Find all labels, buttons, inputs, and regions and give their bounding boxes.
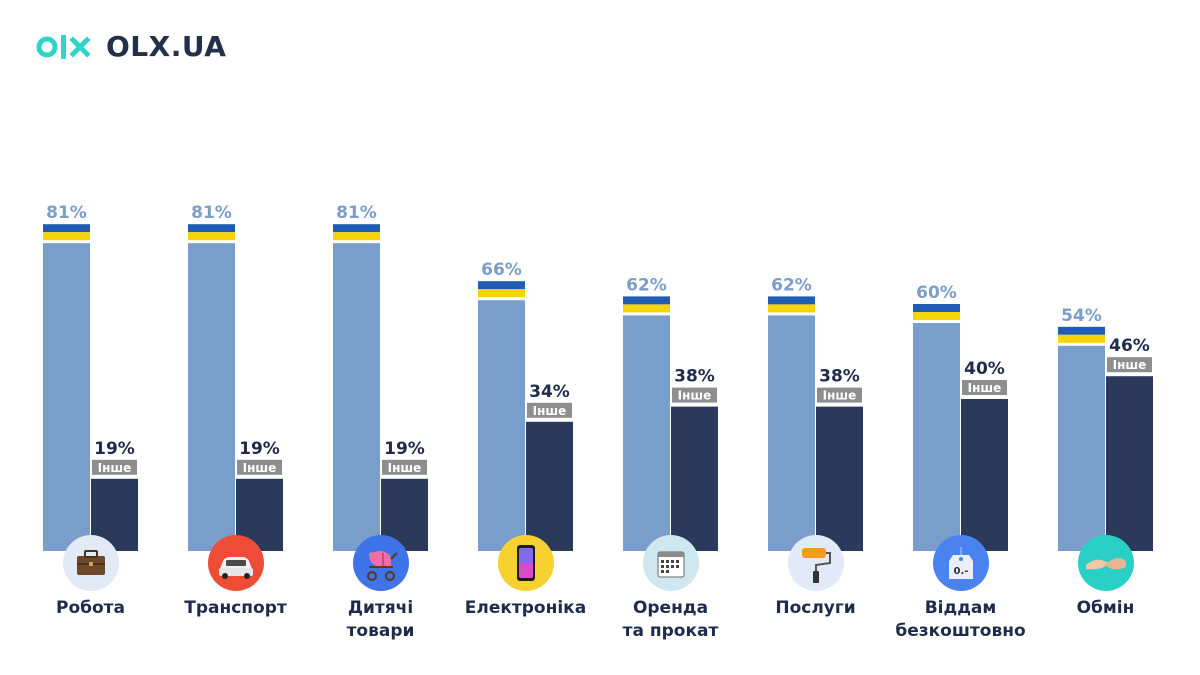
other-tag-label: Інше (243, 461, 277, 475)
category-label: Оренда та прокат (622, 598, 719, 641)
category-label: Транспорт (184, 598, 287, 618)
other-tag (237, 459, 282, 475)
flag-yellow-stripe (333, 232, 380, 241)
value-label-ukrainian: 66% (481, 260, 522, 280)
flag-yellow-stripe (43, 232, 90, 241)
flag-yellow-stripe (623, 304, 670, 313)
other-tag (1107, 357, 1152, 373)
flag-blue-stripe (768, 296, 815, 305)
other-tag-label: Інше (678, 389, 712, 403)
bar-ukrainian (913, 323, 960, 551)
flag-blue-stripe (478, 281, 525, 290)
value-label-other: 40% (964, 359, 1005, 379)
value-label-ukrainian: 81% (46, 203, 87, 223)
flag-blue-stripe (333, 224, 380, 233)
value-label-other: 19% (94, 439, 135, 459)
stroller-icon (352, 535, 409, 591)
briefcase-icon (62, 535, 119, 591)
flag-blue-stripe (43, 224, 90, 233)
paint-roller-icon (787, 535, 844, 591)
other-tag (92, 459, 137, 475)
value-label-ukrainian: 62% (626, 275, 667, 295)
category-label: Робота (55, 598, 125, 618)
value-label-other: 34% (529, 382, 570, 402)
other-tag-label: Інше (968, 381, 1002, 395)
category-label: Дитячі товари (346, 598, 415, 641)
other-tag-label: Інше (823, 389, 857, 403)
category-label: Віддам безкоштовно (895, 598, 1026, 641)
olx-logo-mark (36, 32, 94, 62)
svg-text:0.-: 0.- (953, 566, 968, 577)
flag-yellow-stripe (913, 312, 960, 320)
bar-other (671, 406, 718, 551)
other-tag-label: Інше (388, 461, 422, 475)
value-label-other: 19% (384, 439, 425, 459)
bar-other (526, 421, 573, 551)
flag-yellow-stripe (1058, 334, 1105, 343)
flag-blue-stripe (623, 296, 670, 305)
bar-ukrainian (623, 315, 670, 551)
flag-blue-stripe (188, 224, 235, 233)
category-label: Послуги (775, 598, 856, 618)
value-label-ukrainian: 60% (916, 283, 957, 303)
other-tag (527, 402, 572, 418)
olx-logo: OLX.UA (36, 30, 226, 63)
value-label-other: 19% (239, 439, 280, 459)
other-tag (672, 387, 717, 403)
other-tag (382, 459, 427, 475)
olx-logo-icon (36, 34, 91, 59)
bar-other (816, 406, 863, 551)
value-label-ukrainian: 81% (191, 203, 232, 223)
bar-ukrainian (1058, 345, 1105, 551)
value-label-ukrainian: 54% (1061, 306, 1102, 326)
value-label-other: 38% (819, 367, 860, 387)
other-tag-label: Інше (533, 404, 567, 418)
car-icon (207, 535, 264, 591)
price-tag-icon: 0.- (932, 535, 989, 591)
bar-ukrainian (478, 300, 525, 551)
bar-ukrainian (43, 243, 90, 551)
category-label: Обмін (1076, 598, 1135, 618)
flag-blue-stripe (913, 304, 960, 312)
bar-other (961, 399, 1008, 551)
bar-ukrainian (333, 243, 380, 551)
brand-name: OLX.UA (106, 30, 227, 63)
bar-ukrainian (768, 315, 815, 551)
other-tag-label: Інше (1113, 358, 1147, 372)
value-label-other: 46% (1109, 336, 1150, 356)
category-label: Електроніка (464, 598, 587, 618)
handshake-icon (1077, 535, 1134, 591)
other-tag-label: Інше (98, 461, 132, 475)
flag-yellow-stripe (188, 232, 235, 241)
value-label-ukrainian: 81% (336, 203, 377, 223)
value-label-ukrainian: 62% (771, 275, 812, 295)
flag-yellow-stripe (768, 304, 815, 313)
bar-ukrainian (188, 243, 235, 551)
value-label-other: 38% (674, 367, 715, 387)
calendar-icon (642, 535, 699, 591)
flag-yellow-stripe (478, 289, 525, 298)
flag-blue-stripe (1058, 326, 1105, 335)
smartphone-icon (497, 535, 554, 591)
other-tag (817, 387, 862, 403)
bar-other (1106, 376, 1153, 551)
other-tag (962, 380, 1007, 395)
